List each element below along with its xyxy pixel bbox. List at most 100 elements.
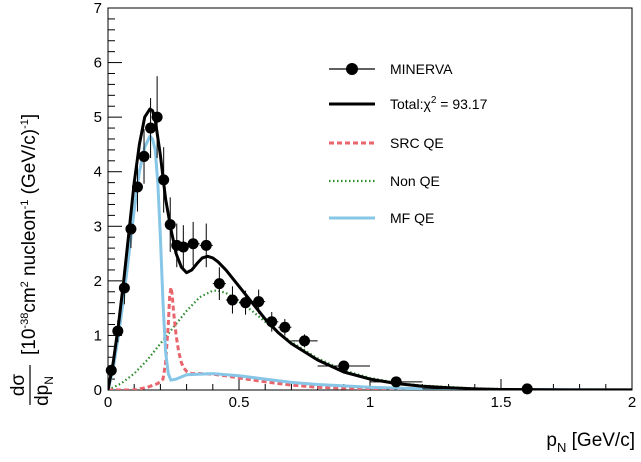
data-marker (338, 360, 350, 372)
data-point (212, 267, 226, 300)
data-marker (164, 219, 176, 231)
data-point (177, 225, 189, 269)
legend-entry-total: Total:χ2 = 93.17 (329, 95, 488, 112)
y-axis-fraction-numerator: dσ (8, 374, 29, 397)
y-axis-unit-gev: (GeV/c) (19, 129, 40, 200)
legend-entry-src-qe: SRC QE (329, 135, 444, 151)
data-point (125, 209, 137, 249)
data-marker (118, 282, 130, 294)
x-tick-label: 1 (366, 394, 374, 411)
data-marker (213, 278, 225, 290)
legend-label-mf-qe: MF QE (390, 210, 434, 226)
data-marker (138, 150, 150, 162)
data-marker (131, 181, 143, 193)
x-tick-label: 1.5 (491, 394, 512, 411)
y-axis-unit-text: [10-38cm2 nucleon-1 (GeV/c)-1] (19, 114, 40, 355)
legend-total-value: = 93.17 (436, 96, 487, 112)
data-marker (240, 297, 252, 309)
legend-entry-mf-qe: MF QE (329, 210, 434, 226)
data-point (186, 221, 200, 266)
y-axis-unit-exp3: -1 (19, 200, 31, 210)
y-axis-unit-close: ] (19, 114, 40, 119)
x-axis-title-unit: [GeV/c] (566, 430, 635, 451)
data-point (199, 223, 213, 268)
data-point (112, 320, 124, 342)
y-axis-fraction-den-sub: N (42, 376, 56, 385)
y-tick-label: 0 (94, 382, 102, 399)
y-axis-unit-nucleon: nucleon (19, 209, 40, 281)
data-point (225, 286, 239, 314)
y-tick-label: 5 (94, 109, 102, 126)
x-axis-title: pN [GeV/c] (546, 430, 635, 455)
y-tick-label: 3 (94, 218, 102, 235)
legend-label-minerva: MINERVA (390, 61, 453, 77)
legend: MINERVA Total:χ2 = 93.17 SRC QE Non QE M… (329, 61, 488, 226)
legend-label-src-qe: SRC QE (390, 135, 444, 151)
data-marker (200, 239, 212, 251)
data-point (265, 311, 279, 332)
x-axis: 0 0.5 1 1.5 2 (104, 379, 636, 411)
data-marker (125, 223, 137, 235)
data-marker (279, 321, 291, 333)
data-marker (521, 383, 533, 395)
data-marker (299, 335, 310, 347)
curve-src-qe (108, 285, 632, 390)
data-point (138, 129, 150, 184)
data-point (370, 376, 423, 388)
data-points (105, 76, 632, 395)
y-axis-unit-exp4: -1 (19, 119, 31, 129)
data-point (422, 383, 632, 395)
legend-label-total: Total:χ2 = 93.17 (390, 95, 488, 112)
legend-marker-point (346, 63, 358, 75)
y-axis-title: dσ dpN [10-38cm2 nucleon-1 (GeV/c)-1] (8, 114, 56, 406)
legend-total-prefix: Total: (390, 96, 423, 112)
x-axis-title-sub: N (557, 440, 566, 455)
legend-total-chi: χ (423, 96, 431, 112)
x-axis-title-main: p (546, 430, 557, 451)
data-marker (390, 376, 402, 388)
data-point (278, 319, 292, 336)
x-tick-label: 2 (628, 394, 636, 411)
y-axis-fraction-denominator: dpN (32, 376, 56, 406)
data-point (145, 98, 157, 159)
legend-entry-non-qe: Non QE (329, 173, 440, 189)
data-point (118, 271, 130, 305)
data-marker (253, 296, 265, 308)
data-point (291, 334, 318, 348)
data-marker (226, 294, 238, 306)
data-point (252, 289, 266, 314)
legend-label-non-qe: Non QE (390, 173, 440, 189)
y-tick-label: 7 (94, 0, 102, 17)
data-point (164, 197, 176, 252)
y-axis-unit-exp2: 2 (19, 281, 31, 287)
plot-frame (107, 7, 633, 391)
data-point (317, 360, 370, 372)
y-axis-unit-exp1: -38 (19, 313, 31, 329)
y-axis-unit-bracket: [10 (19, 329, 40, 355)
data-point (131, 162, 143, 212)
data-point (105, 364, 117, 376)
data-marker (151, 111, 163, 123)
data-marker (266, 316, 278, 328)
legend-entry-minerva: MINERVA (329, 61, 453, 77)
legend-total-exp: 2 (431, 95, 437, 106)
curve-mf-qe (108, 134, 632, 390)
y-tick-label: 4 (94, 164, 102, 181)
data-point (158, 147, 170, 213)
data-marker (145, 122, 157, 134)
x-tick-label: 0 (104, 394, 112, 411)
data-marker (105, 364, 117, 376)
data-marker (177, 241, 189, 253)
y-tick-label: 6 (94, 55, 102, 72)
data-marker (187, 238, 199, 250)
data-point (151, 76, 163, 159)
data-marker (158, 174, 170, 186)
data-point (239, 290, 253, 315)
y-tick-label: 1 (94, 327, 102, 344)
y-axis-fraction-den-main: dp (32, 385, 53, 406)
y-tick-label: 2 (94, 273, 102, 290)
x-tick-label: 0.5 (229, 394, 250, 411)
y-axis-unit-cm: cm (19, 287, 40, 312)
data-marker (112, 325, 124, 337)
